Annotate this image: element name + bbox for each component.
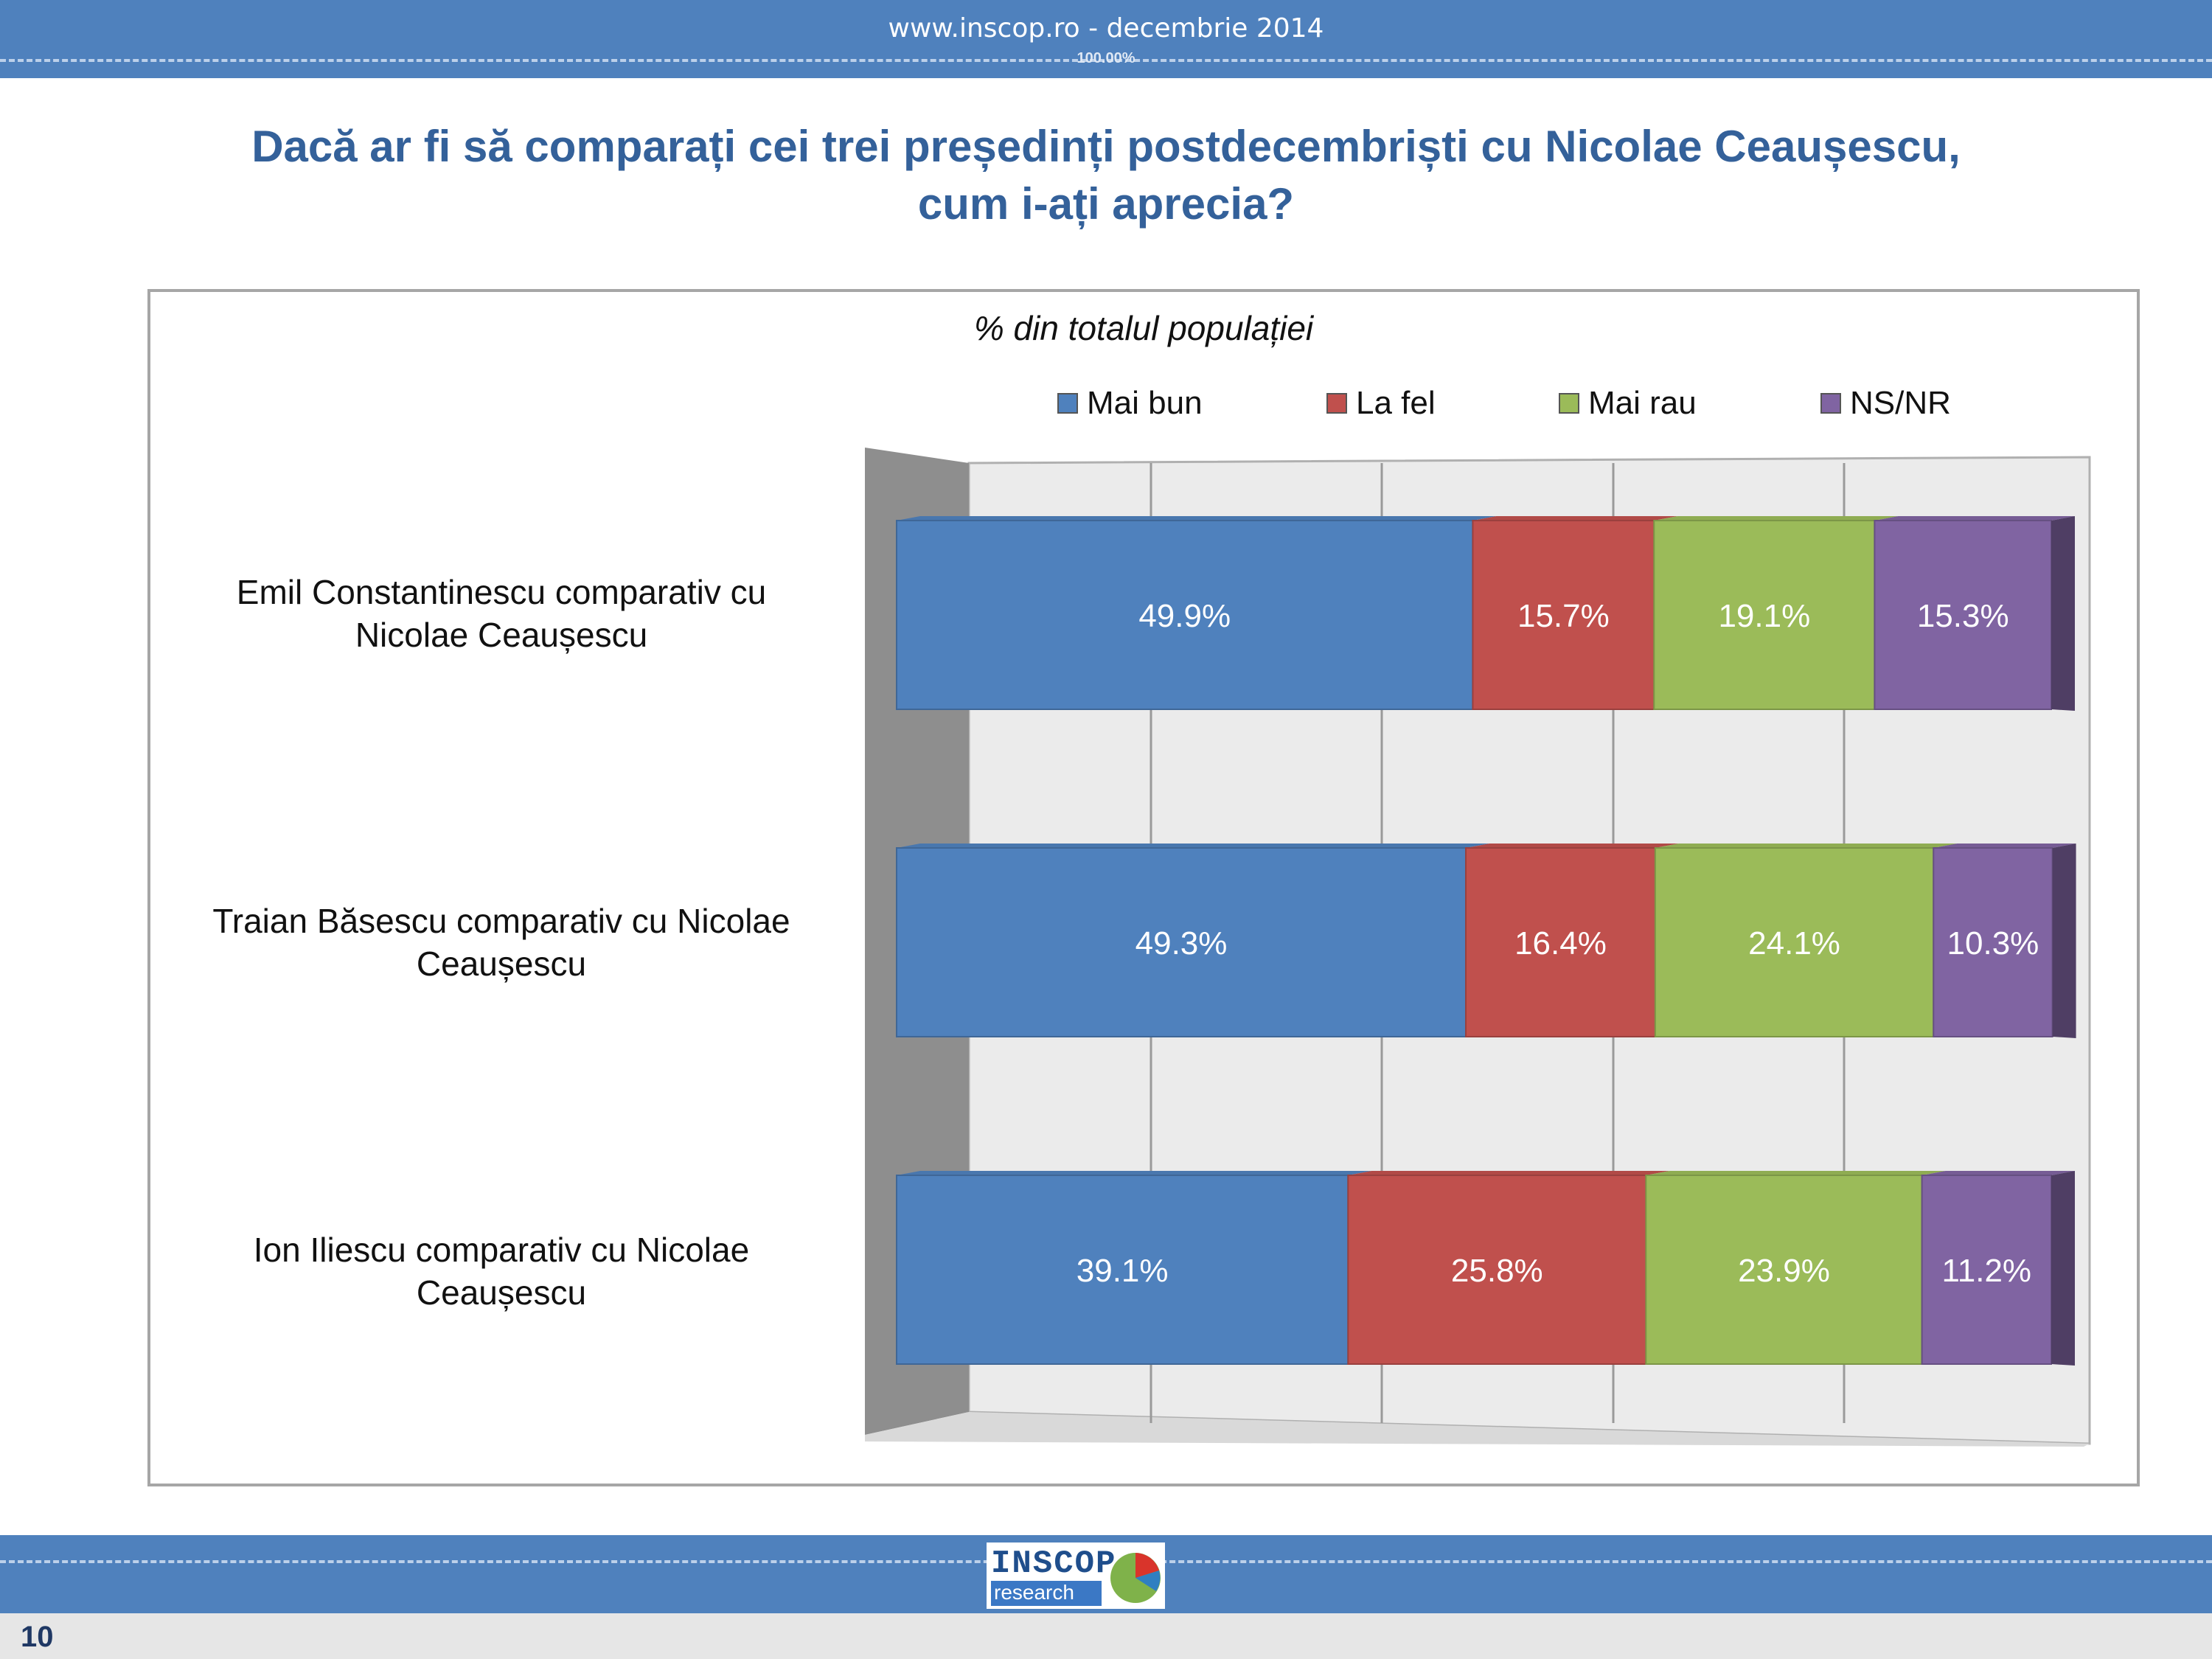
legend-item-mai-bun: Mai bun — [1057, 385, 1203, 422]
category-label-iliescu: Ion Iliescu comparativ cu Nicolae Ceaușe… — [170, 1228, 833, 1314]
legend-swatch-la-fel — [1326, 393, 1347, 414]
legend-swatch-ns-nr — [1820, 393, 1841, 414]
inscop-logo: INSCOP research — [987, 1543, 1165, 1609]
data-label-la-fel: 15.7% — [1517, 598, 1610, 634]
zoom-level: 100.00% — [1077, 50, 1135, 66]
bar-la-fel-1 — [1472, 520, 1655, 710]
bar-top-mai-bun — [897, 844, 1490, 848]
data-label-ns-nr: 11.2% — [1942, 1253, 2032, 1289]
data-label-mai-rau: 19.1% — [1718, 598, 1810, 634]
bar-top-ns-nr — [1933, 844, 2076, 848]
plot-floor — [865, 1412, 2090, 1447]
data-label-la-fel: 16.4% — [1514, 925, 1607, 961]
bar-top-la-fel — [1466, 844, 1679, 848]
data-label-mai-bun: 49.3% — [1135, 925, 1228, 961]
category-label-basescu: Traian Băsescu comparativ cu Nicolae Cea… — [170, 900, 833, 985]
bar-ns-nr-2 — [1933, 847, 2053, 1037]
bar-top-mai-bun — [897, 516, 1497, 521]
bar-mai-bun-2 — [896, 847, 1467, 1037]
title-line-1: Dacă ar fi să comparați cei trei președi… — [251, 122, 1961, 171]
chart-legend: Mai bun La fel Mai rau NS/NR — [150, 385, 2137, 429]
category-label-line: Traian Băsescu comparativ cu Nicolae — [212, 902, 790, 940]
category-label-constantinescu: Emil Constantinescu comparativ cu Nicola… — [170, 571, 833, 656]
bar-top-ns-nr — [1921, 1171, 2075, 1175]
legend-label-ns-nr: NS/NR — [1850, 385, 1951, 421]
category-label-line: Ceaușescu — [416, 1273, 587, 1312]
data-label-mai-bun: 39.1% — [1077, 1253, 1169, 1289]
bar-top-mai-rau — [1654, 516, 1899, 521]
data-label-ns-nr: 15.3% — [1917, 598, 2009, 634]
logo-text: INSCOP — [991, 1545, 1117, 1582]
page-number: 10 — [21, 1621, 54, 1653]
site-url[interactable]: www.inscop.ro - decembrie 2014 — [888, 13, 1324, 44]
bar-mai-bun-3 — [896, 1175, 1349, 1365]
legend-swatch-mai-rau — [1559, 393, 1579, 414]
data-label-mai-rau: 24.1% — [1748, 925, 1840, 961]
bars-group: 49.9% 15.7% 19.1% 15.3% 49.3% 16.4% 24.1% 10.3%… — [896, 516, 2076, 1366]
legend-item-mai-rau: Mai rau — [1559, 385, 1697, 422]
bar-la-fel-2 — [1465, 847, 1656, 1037]
legend-swatch-mai-bun — [1057, 393, 1078, 414]
title-line-2: cum i-ați aprecia? — [917, 179, 1295, 229]
bar-top-la-fel — [1348, 1171, 1670, 1175]
bar-top-mai-rau — [1646, 1171, 1946, 1175]
data-label-ns-nr: 10.3% — [1947, 925, 2039, 961]
bar-ns-nr-3 — [1921, 1175, 2052, 1365]
page-footer: 10 — [0, 1613, 2212, 1659]
bar-mai-rau-1 — [1653, 520, 1876, 710]
bar-top-ns-nr — [1874, 516, 2075, 521]
category-label-line: Nicolae Ceaușescu — [355, 616, 648, 654]
legend-label-la-fel: La fel — [1356, 385, 1436, 421]
bar-side-ns-nr — [2051, 1171, 2075, 1366]
legend-label-mai-bun: Mai bun — [1087, 385, 1203, 421]
bar-side-ns-nr — [2052, 844, 2076, 1038]
header-dash-line — [0, 59, 2212, 62]
legend-item-la-fel: La fel — [1326, 385, 1436, 422]
chart-subtitle: % din totalul populației — [973, 309, 1314, 347]
legend-item-ns-nr: NS/NR — [1820, 385, 1951, 422]
data-label-mai-rau: 23.9% — [1738, 1253, 1830, 1289]
logo-subtext: research — [991, 1581, 1102, 1606]
category-label-line: Ion Iliescu comparativ cu Nicolae — [253, 1231, 750, 1269]
bar-side-ns-nr — [2051, 516, 2075, 711]
bar-la-fel-3 — [1347, 1175, 1647, 1365]
bar-top-mai-bun — [897, 1171, 1372, 1175]
header-bar — [0, 0, 2212, 78]
category-label-line: Emil Constantinescu comparativ cu — [236, 573, 767, 611]
data-label-la-fel: 25.8% — [1451, 1253, 1543, 1289]
bar-ns-nr-1 — [1874, 520, 2053, 710]
page-title: Dacă ar fi să comparați cei trei președi… — [111, 118, 2101, 233]
legend-label-mai-rau: Mai rau — [1588, 385, 1697, 421]
bar-top-la-fel — [1472, 516, 1678, 521]
category-label-line: Ceaușescu — [416, 945, 587, 983]
bar-top-mai-rau — [1655, 844, 1958, 848]
pie-logo-icon — [1110, 1553, 1161, 1603]
data-label-mai-bun: 49.9% — [1138, 598, 1231, 634]
